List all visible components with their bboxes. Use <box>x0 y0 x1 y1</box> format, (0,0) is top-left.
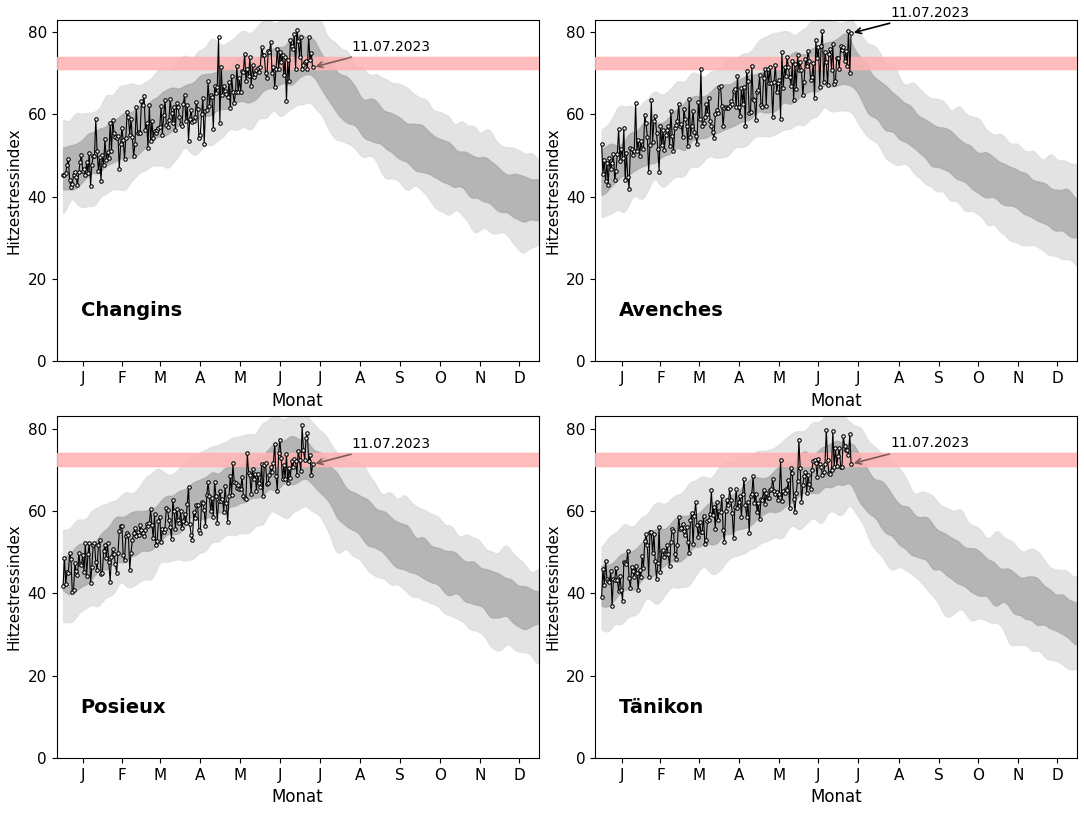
Text: Avenches: Avenches <box>619 302 724 320</box>
Bar <box>56 57 539 69</box>
Text: 11.07.2023: 11.07.2023 <box>318 437 430 464</box>
X-axis label: Monat: Monat <box>810 392 862 410</box>
Y-axis label: Hitzestressindex: Hitzestressindex <box>7 128 22 254</box>
X-axis label: Monat: Monat <box>810 788 862 806</box>
Text: Changins: Changins <box>80 302 182 320</box>
Text: Posieux: Posieux <box>80 698 166 717</box>
Bar <box>595 454 1077 466</box>
Y-axis label: Hitzestressindex: Hitzestressindex <box>545 524 560 650</box>
Text: 11.07.2023: 11.07.2023 <box>855 437 969 464</box>
Text: 11.07.2023: 11.07.2023 <box>855 6 969 33</box>
Bar <box>595 57 1077 69</box>
Bar <box>56 57 539 69</box>
X-axis label: Monat: Monat <box>272 788 323 806</box>
Bar <box>56 454 539 466</box>
Bar <box>56 454 539 466</box>
Bar <box>595 454 1077 466</box>
X-axis label: Monat: Monat <box>272 392 323 410</box>
Bar <box>595 57 1077 69</box>
Y-axis label: Hitzestressindex: Hitzestressindex <box>545 128 560 254</box>
Text: 11.07.2023: 11.07.2023 <box>318 40 430 67</box>
Y-axis label: Hitzestressindex: Hitzestressindex <box>7 524 22 650</box>
Text: Tänikon: Tänikon <box>619 698 705 717</box>
